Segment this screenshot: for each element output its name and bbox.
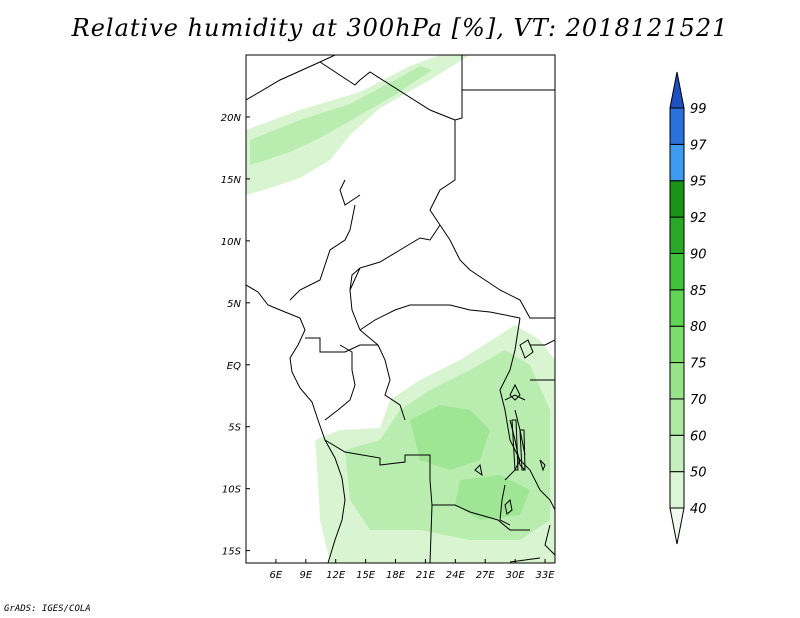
colorbar-upper-arrow	[669, 71, 685, 109]
lon-tick-label: 6E	[270, 570, 283, 581]
colorbar-level-label: 92	[690, 211, 707, 226]
lon-tick-label: 30E	[506, 570, 526, 581]
latitude-axis: 20N 15N 10N 5N EQ 5S 10S 15S	[221, 113, 250, 558]
lon-tick-label: 33E	[536, 570, 556, 581]
colorbar-swatch	[669, 180, 685, 218]
colorbar-swatch	[669, 216, 685, 254]
lat-tick-label: 10S	[222, 485, 242, 496]
lat-tick-label: 20N	[221, 113, 242, 124]
colorbar-level-label: 85	[690, 284, 707, 299]
colorbar-level-label: 99	[690, 102, 707, 117]
southern-moist-region-patch	[410, 405, 490, 470]
colorbar-lower-arrow	[669, 507, 685, 545]
credit-text: GrADS: IGES/COLA	[4, 604, 91, 614]
colorbar: 40 50 60 70 75 80 85 90 92 95 97 99	[669, 71, 707, 545]
colorbar-level-label: 50	[690, 466, 707, 481]
colorbar-swatch	[669, 143, 685, 182]
lat-tick-label: EQ	[227, 361, 241, 372]
colorbar-swatch	[669, 434, 685, 473]
map-frame	[245, 54, 556, 564]
lat-tick-label: 15N	[221, 175, 242, 186]
longitude-axis: 6E 9E 12E 15E 18E 21E 24E 27E 30E 33E	[270, 559, 556, 581]
colorbar-swatch	[669, 252, 685, 291]
lon-tick-label: 18E	[386, 570, 406, 581]
lat-tick-label: 5S	[228, 423, 241, 434]
colorbar-level-label: 97	[690, 138, 707, 153]
colorbar-level-label: 40	[690, 502, 707, 517]
lat-tick-label: 10N	[221, 237, 242, 248]
colorbar-level-label: 60	[690, 429, 707, 444]
lon-tick-label: 27E	[476, 570, 496, 581]
colorbar-swatch	[669, 398, 685, 436]
colorbar-swatch	[669, 362, 685, 400]
lon-tick-label: 12E	[326, 570, 346, 581]
colorbar-level-label: 75	[690, 357, 707, 372]
lon-tick-label: 21E	[416, 570, 436, 581]
country-borders	[246, 55, 555, 563]
colorbar-level-label: 70	[690, 393, 707, 408]
humidity-shading	[246, 55, 555, 563]
colorbar-swatch	[669, 289, 685, 327]
colorbar-level-label: 90	[690, 247, 707, 262]
lon-tick-label: 15E	[356, 570, 376, 581]
northern-moist-band	[246, 55, 470, 195]
lon-tick-label: 9E	[299, 570, 312, 581]
lat-tick-label: 15S	[222, 547, 242, 558]
northern-moist-band-core	[250, 66, 432, 165]
colorbar-level-label: 80	[690, 320, 707, 335]
lat-tick-label: 5N	[227, 299, 241, 310]
colorbar-swatch	[669, 325, 685, 364]
lakes	[474, 339, 546, 515]
colorbar-swatch	[669, 471, 685, 509]
lon-tick-label: 24E	[446, 570, 466, 581]
colorbar-swatch	[669, 107, 685, 145]
map-title: Relative humidity at 300hPa [%], VT: 201…	[71, 14, 729, 42]
colorbar-level-label: 95	[690, 175, 707, 190]
